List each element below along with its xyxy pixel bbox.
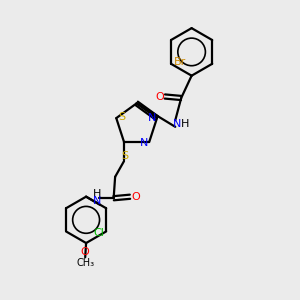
Text: H: H	[181, 119, 189, 129]
Text: O: O	[131, 192, 140, 202]
Text: Cl: Cl	[93, 228, 104, 238]
Text: CH₃: CH₃	[76, 258, 94, 268]
Text: N: N	[148, 112, 156, 122]
Text: Br: Br	[174, 57, 186, 67]
Text: N: N	[92, 196, 101, 206]
Text: O: O	[80, 247, 89, 257]
Text: N: N	[172, 119, 181, 129]
Text: O: O	[155, 92, 164, 101]
Text: H: H	[92, 189, 101, 200]
Text: S: S	[121, 151, 128, 161]
Text: N: N	[140, 138, 148, 148]
Text: S: S	[118, 112, 125, 122]
